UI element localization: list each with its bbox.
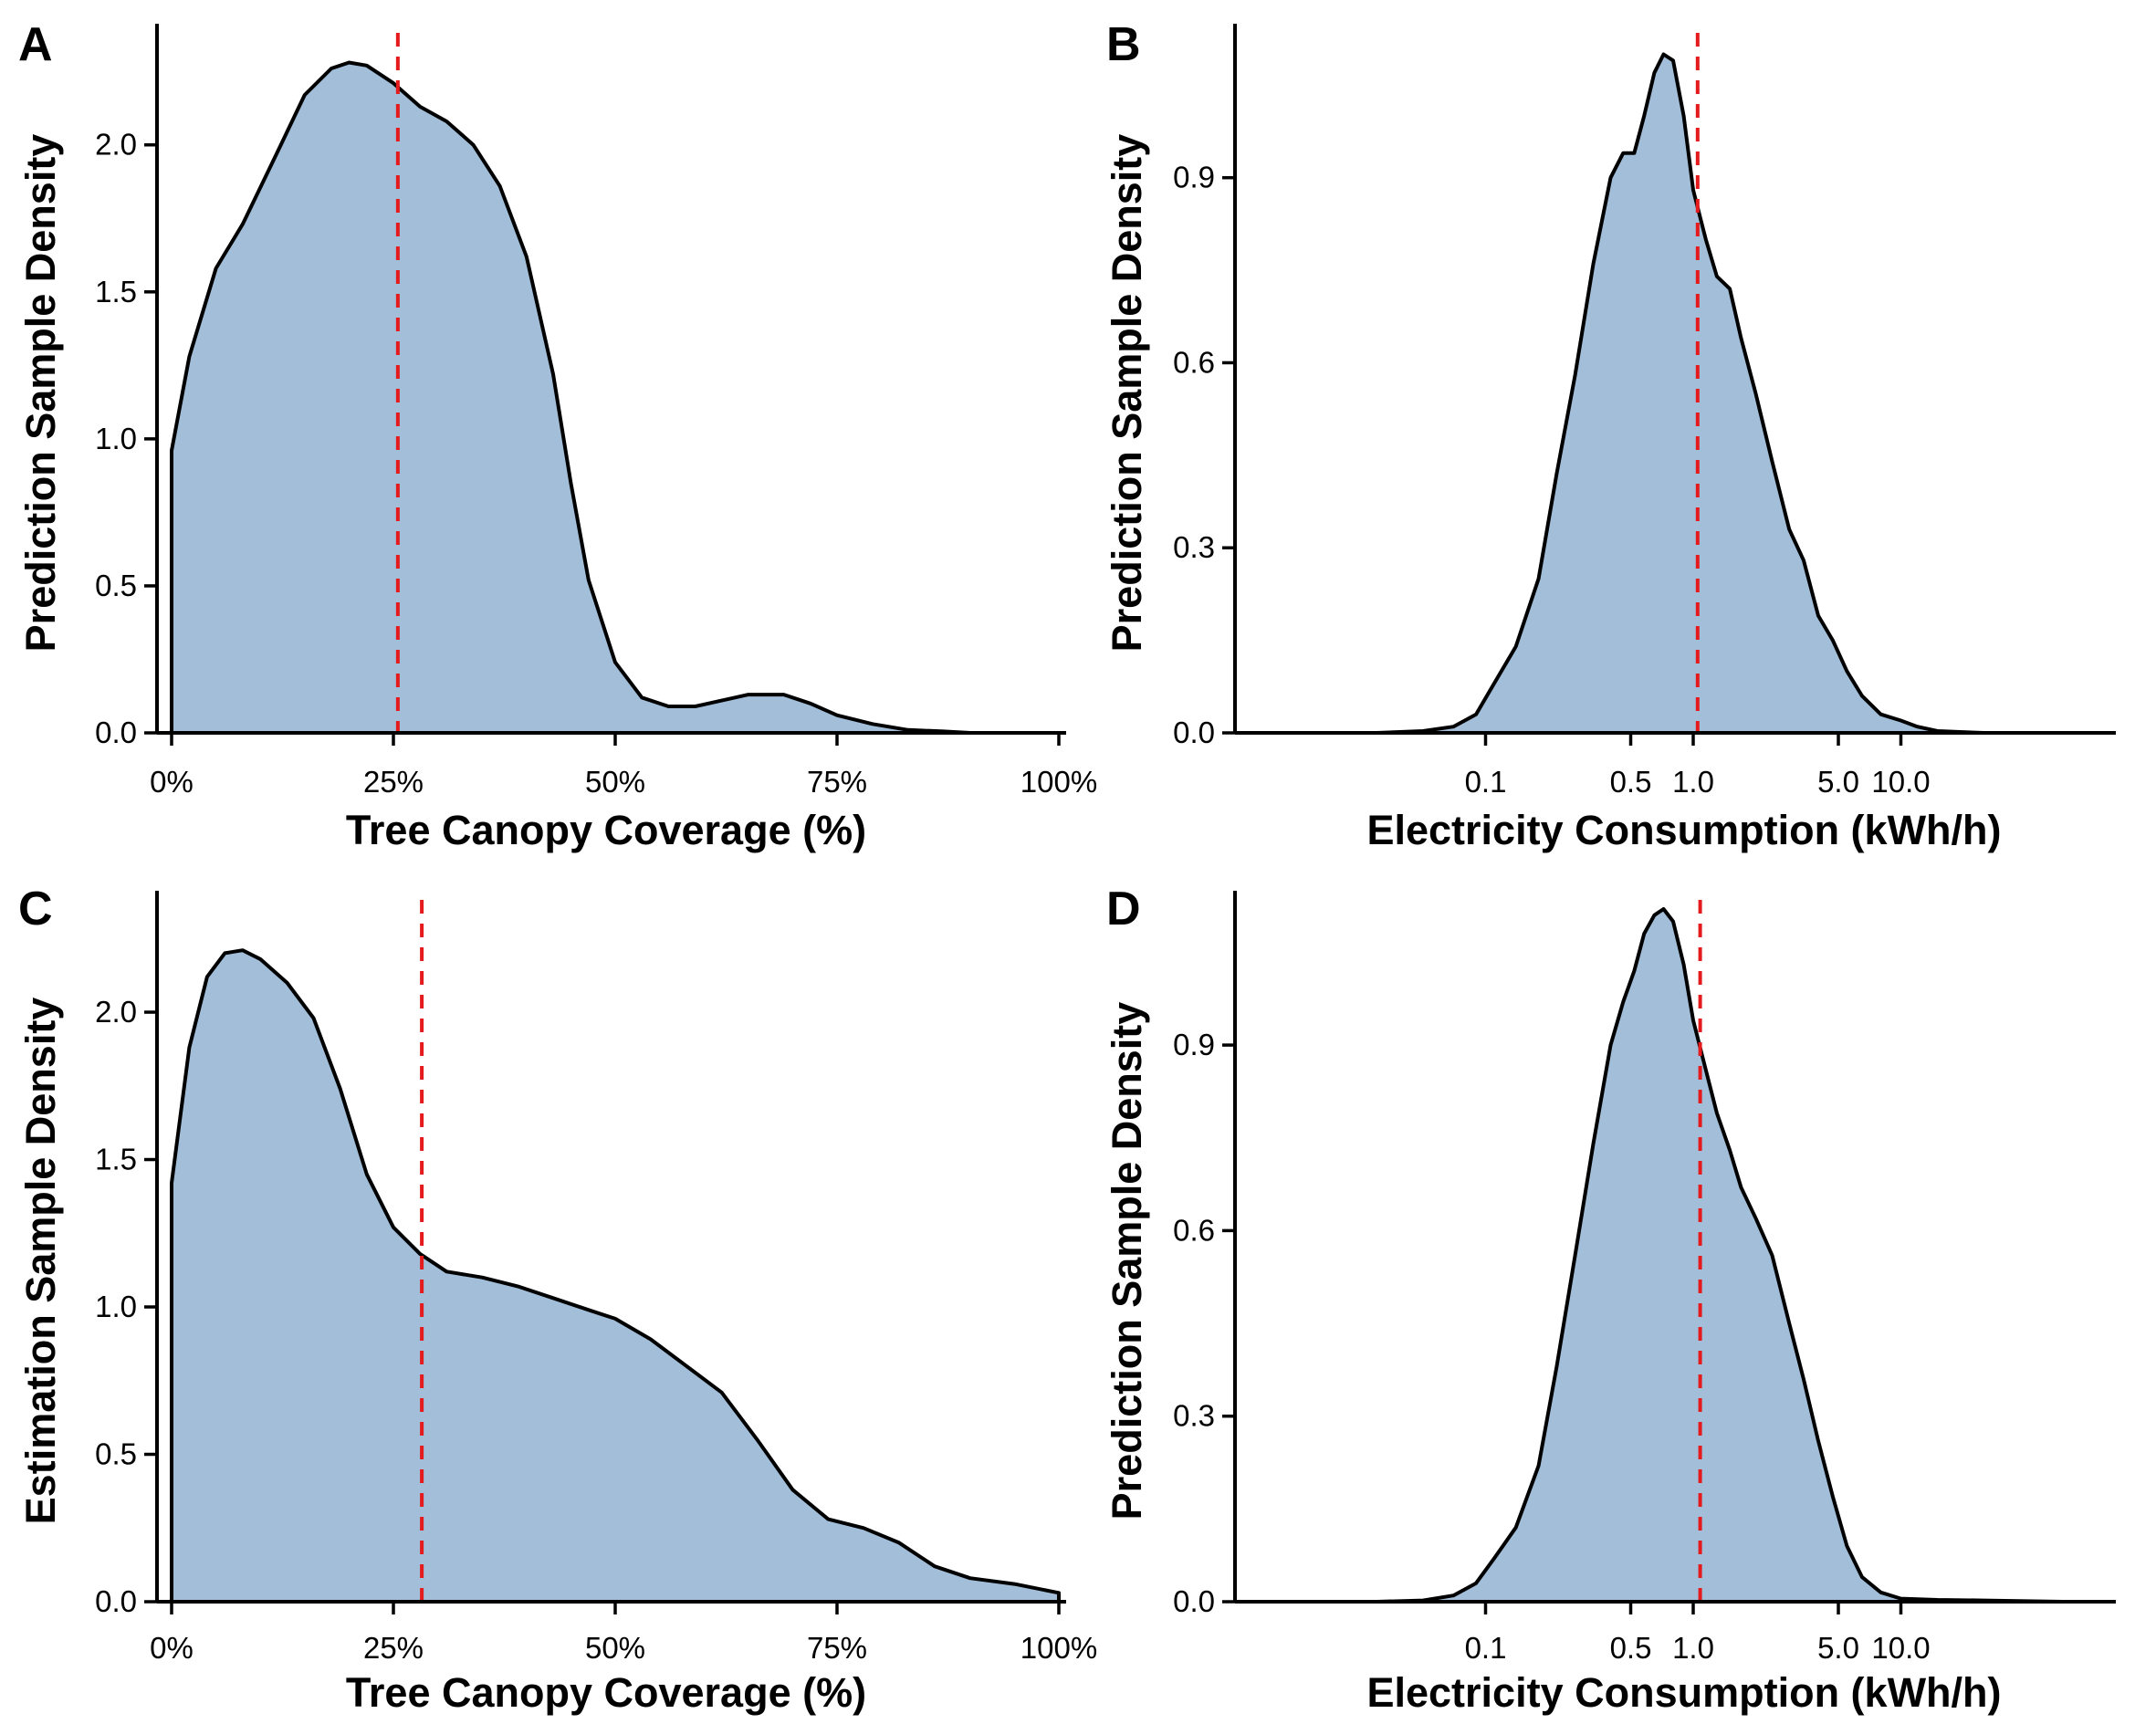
panel-letter: C bbox=[18, 883, 53, 935]
y-tick-label: 0.3 bbox=[1173, 530, 1215, 564]
x-tick-label: 100% bbox=[1020, 765, 1097, 799]
y-tick-label: 2.0 bbox=[95, 128, 137, 162]
x-tick-label: 25% bbox=[363, 765, 424, 799]
x-tick-label: 0.5 bbox=[1610, 1631, 1652, 1665]
panel-a: 0.0 0.5 1.0 1.5 2.0 0% 25% 50% 75% 100% A Tree Cano… bbox=[17, 18, 1097, 853]
panel-c: 0.0 0.5 1.0 1.5 2.0 0% 25% 50% 75% 100% C Tree Cano… bbox=[17, 883, 1097, 1716]
x-tick-label: 50% bbox=[585, 765, 645, 799]
y-tick-label: 1.0 bbox=[95, 1290, 137, 1323]
panel-letter: B bbox=[1106, 18, 1141, 71]
y-tick-label: 0.0 bbox=[1173, 1584, 1215, 1618]
y-tick-label: 0.9 bbox=[1173, 161, 1215, 194]
x-tick-label: 0% bbox=[150, 1631, 194, 1665]
panel-b: 0.0 0.3 0.6 0.9 0.1 0.5 1.0 5.0 10.0 B Electricity… bbox=[1104, 18, 2116, 853]
x-tick-label: 75% bbox=[807, 1631, 867, 1665]
panel-d: 0.0 0.3 0.6 0.9 0.1 0.5 1.0 5.0 10.0 D Electricity… bbox=[1104, 883, 2116, 1716]
x-tick-label: 50% bbox=[585, 1631, 645, 1665]
y-axis-title: Estimation Sample Density bbox=[17, 998, 64, 1525]
y-tick-label: 1.5 bbox=[95, 1143, 137, 1176]
x-tick-label: 10.0 bbox=[1871, 1631, 1930, 1665]
y-tick-label: 0.6 bbox=[1173, 1213, 1215, 1247]
x-tick-label: 5.0 bbox=[1817, 1631, 1859, 1665]
y-axis-title: Prediction Sample Density bbox=[1104, 134, 1150, 653]
x-tick-label: 5.0 bbox=[1817, 765, 1859, 799]
x-tick-label: 75% bbox=[807, 765, 867, 799]
y-tick-label: 0.0 bbox=[95, 1584, 137, 1618]
y-tick-label: 0.6 bbox=[1173, 345, 1215, 379]
y-tick-label: 0.9 bbox=[1173, 1028, 1215, 1061]
panel-letter: A bbox=[18, 18, 53, 71]
x-tick-label: 0% bbox=[150, 765, 194, 799]
panel-letter: D bbox=[1106, 883, 1141, 935]
density-area bbox=[170, 948, 1061, 1604]
y-tick-label: 0.0 bbox=[95, 716, 137, 749]
y-tick-label: 0.5 bbox=[95, 569, 137, 602]
x-tick-label: 0.5 bbox=[1610, 765, 1652, 799]
x-tick-label: 0.1 bbox=[1465, 1631, 1507, 1665]
x-tick-label: 25% bbox=[363, 1631, 424, 1665]
density-area bbox=[1293, 52, 2065, 735]
density-area bbox=[170, 60, 1061, 735]
y-axis-title: Prediction Sample Density bbox=[1104, 1002, 1150, 1520]
x-tick-label: 0.1 bbox=[1465, 765, 1507, 799]
x-tick-label: 10.0 bbox=[1871, 765, 1930, 799]
x-axis-title: Tree Canopy Coverage (%) bbox=[346, 1669, 866, 1716]
x-axis-title: Electricity Consumption (kWh/h) bbox=[1366, 1669, 2001, 1716]
x-axis-title: Tree Canopy Coverage (%) bbox=[346, 807, 866, 853]
y-tick-label: 1.5 bbox=[95, 275, 137, 308]
y-tick-label: 1.0 bbox=[95, 422, 137, 455]
x-tick-label: 1.0 bbox=[1672, 765, 1714, 799]
x-axis-title: Electricity Consumption (kWh/h) bbox=[1366, 807, 2001, 853]
y-tick-label: 0.0 bbox=[1173, 716, 1215, 749]
x-tick-label: 100% bbox=[1020, 1631, 1097, 1665]
density-area bbox=[1293, 907, 2065, 1604]
y-tick-label: 2.0 bbox=[95, 995, 137, 1029]
x-tick-label: 1.0 bbox=[1672, 1631, 1714, 1665]
y-tick-label: 0.5 bbox=[95, 1437, 137, 1471]
y-axis-title: Prediction Sample Density bbox=[17, 134, 64, 653]
y-tick-label: 0.3 bbox=[1173, 1399, 1215, 1433]
